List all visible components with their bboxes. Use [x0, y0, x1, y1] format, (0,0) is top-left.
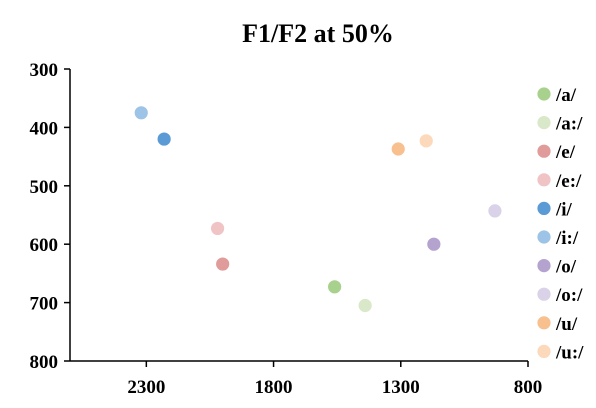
- y-tick-group: 300 400 500 600 700 800: [30, 60, 70, 373]
- legend-marker: [535, 285, 553, 303]
- legend-marker: [535, 314, 553, 332]
- legend-marker: [535, 114, 553, 131]
- legend-label: /a/: [555, 85, 577, 106]
- legend-label: /o/: [555, 257, 577, 278]
- legend-marker: [535, 85, 553, 103]
- data-point: [326, 278, 344, 296]
- y-tick-label: 500: [30, 177, 59, 198]
- x-tick-label: 2300: [127, 377, 165, 398]
- data-point: [486, 202, 504, 220]
- data-point: [425, 235, 443, 253]
- x-tick-label: 1300: [382, 377, 420, 398]
- legend-label: /o:/: [555, 285, 583, 306]
- data-points: [132, 104, 504, 314]
- data-point: [132, 104, 150, 122]
- y-tick-label: 800: [30, 352, 59, 373]
- legend-label: /i/: [555, 199, 573, 220]
- legend-marker: [535, 171, 553, 189]
- legend-label: /e/: [555, 142, 576, 163]
- legend-label: /i:/: [555, 228, 579, 249]
- y-tick-label: 600: [30, 235, 59, 256]
- chart-title: F1/F2 at 50%: [242, 19, 394, 48]
- legend-marker: [535, 199, 553, 217]
- legend-marker: [535, 257, 553, 275]
- legend-label: /a:/: [555, 114, 583, 135]
- legend-label: /e:/: [555, 171, 582, 192]
- data-point: [356, 297, 374, 314]
- data-point: [389, 140, 407, 158]
- data-point: [155, 130, 173, 148]
- data-point: [209, 220, 226, 237]
- y-tick-label: 700: [30, 294, 59, 315]
- data-point: [417, 132, 435, 150]
- x-tick-group: 2300 1800 1300 800: [127, 361, 542, 398]
- y-tick-label: 300: [30, 60, 59, 81]
- legend-label: /u/: [555, 314, 578, 335]
- data-point: [214, 255, 232, 273]
- legend-label: /u:/: [555, 342, 584, 363]
- x-tick-label: 1800: [255, 377, 293, 398]
- y-tick-label: 400: [30, 118, 59, 139]
- x-tick-label: 800: [514, 377, 543, 398]
- legend-marker: [535, 342, 553, 360]
- legend-marker: [535, 142, 553, 160]
- legend-marker: [535, 228, 553, 246]
- legend: /a/ /a:/ /e/ /e:/ /i/ /i:/ /o/ /o:/ /u/ /u:/: [535, 85, 584, 363]
